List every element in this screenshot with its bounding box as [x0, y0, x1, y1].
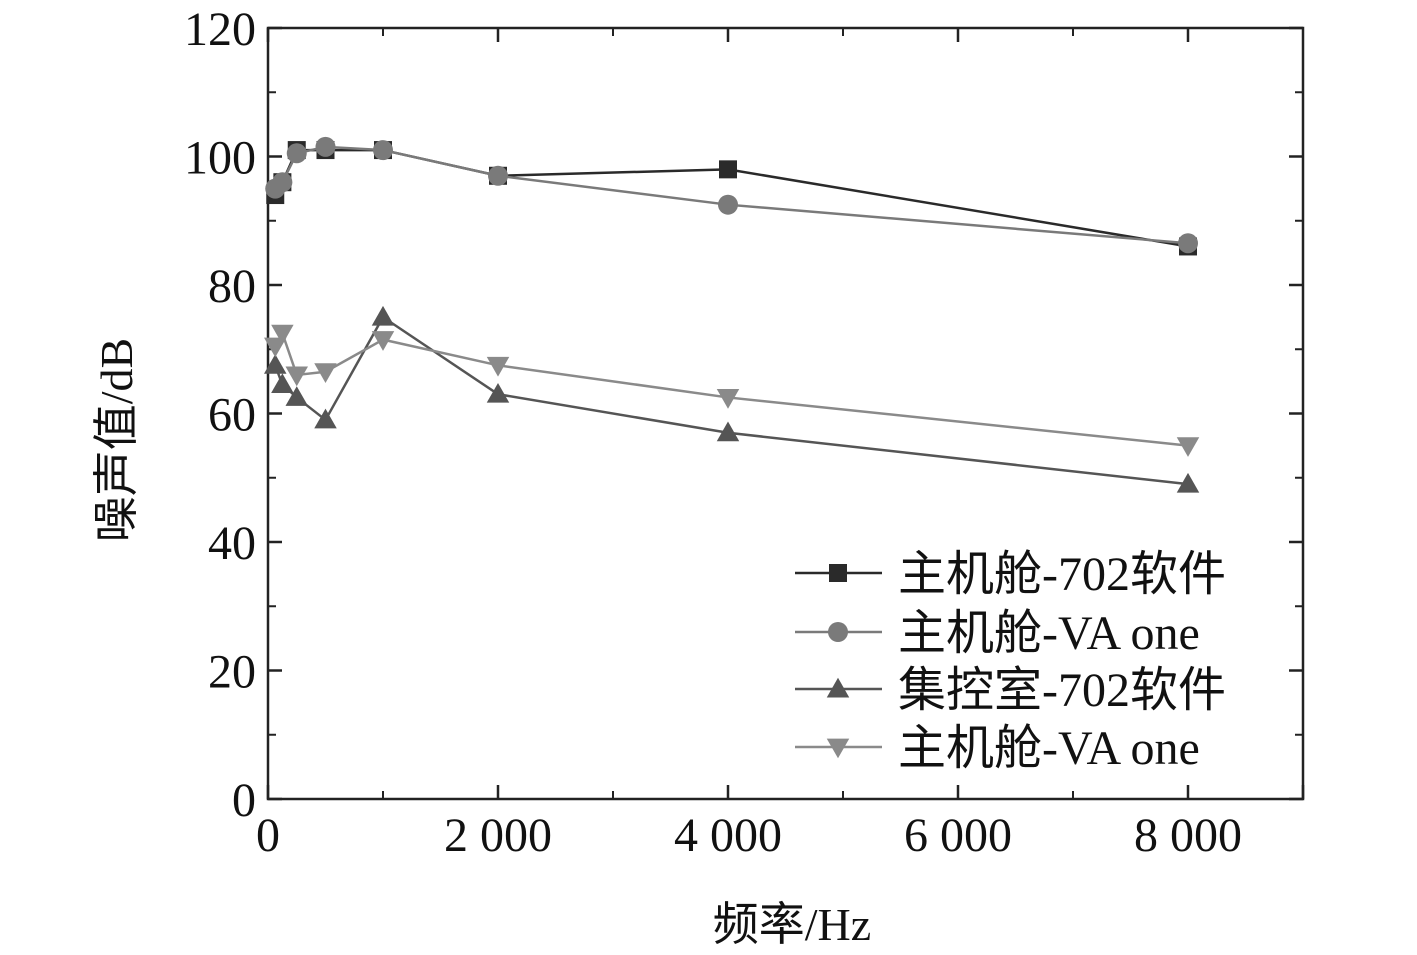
marker-circle: [828, 622, 848, 642]
marker-triangle-up: [826, 677, 850, 698]
marker-triangle-down: [1176, 437, 1200, 457]
series: [263, 324, 1200, 457]
x-tick-label: 8 000: [1134, 809, 1242, 862]
series: [265, 136, 1198, 254]
marker-triangle-up: [263, 354, 287, 374]
y-tick-label: 120: [184, 3, 256, 56]
x-tick-label: 6 000: [904, 809, 1012, 862]
marker-circle: [315, 136, 336, 157]
y-axis: 0 20 40 60 80 100 120: [184, 3, 1303, 827]
y-tick-label: 60: [208, 389, 256, 442]
y-tick-label: 0: [232, 774, 256, 827]
x-tick-label: 0: [256, 809, 280, 862]
marker-circle: [272, 172, 293, 193]
legend-label: 主机舱-702软件: [898, 548, 1226, 601]
series-layer: [263, 136, 1200, 493]
marker-triangle-down: [486, 356, 510, 377]
series: [263, 305, 1200, 493]
legend-label: 主机舱-VA one: [898, 722, 1200, 775]
marker-triangle-up: [314, 408, 337, 429]
y-tick-label: 40: [208, 517, 256, 570]
marker-triangle-up: [716, 421, 740, 442]
marker-triangle-down: [271, 324, 294, 345]
marker-circle: [718, 194, 738, 215]
legend-item: 集控室-702软件: [795, 664, 1226, 717]
legend-item: 主机舱-702软件: [795, 548, 1226, 601]
marker-triangle-down: [371, 331, 395, 351]
marker-circle: [1178, 233, 1198, 254]
marker-triangle-up: [371, 305, 395, 326]
marker-triangle-down: [826, 738, 850, 759]
y-tick-label: 20: [208, 646, 256, 699]
marker-square: [829, 564, 847, 582]
marker-circle: [488, 165, 508, 186]
marker-circle: [373, 140, 393, 161]
marker-triangle-up: [285, 386, 308, 406]
legend-label: 集控室-702软件: [898, 664, 1226, 717]
y-tick-label: 80: [208, 260, 256, 313]
y-tick-label: 100: [184, 132, 256, 185]
marker-triangle-down: [285, 366, 308, 387]
marker-triangle-down: [716, 389, 740, 409]
x-axis-label: 频率/Hz: [713, 899, 871, 950]
marker-triangle-down: [314, 363, 337, 383]
y-axis-label: 噪声值/dB: [91, 338, 142, 542]
marker-square: [719, 160, 737, 179]
marker-triangle-up: [271, 373, 294, 394]
marker-triangle-up: [486, 382, 510, 403]
marker-triangle-down: [263, 337, 287, 358]
x-tick-label: 4 000: [674, 809, 782, 862]
x-axis: 0 2 000 4 000 6 000 8 000: [256, 28, 1305, 862]
marker-circle: [286, 143, 307, 164]
marker-triangle-up: [1176, 472, 1200, 493]
legend-label: 主机舱-VA one: [898, 607, 1200, 660]
legend-item: 主机舱-VA one: [795, 607, 1200, 660]
legend-item: 主机舱-VA one: [795, 722, 1200, 775]
x-tick-label: 2 000: [444, 809, 552, 862]
